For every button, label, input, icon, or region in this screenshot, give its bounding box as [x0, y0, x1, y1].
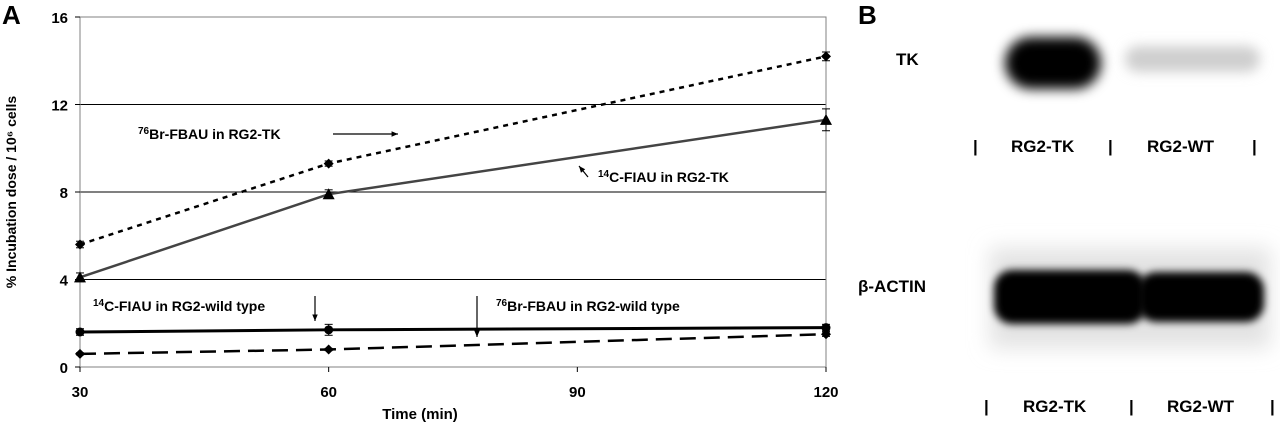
y-tick-label: 12	[51, 98, 68, 115]
y-tick-label: 16	[51, 10, 68, 27]
lane-separator: |	[1252, 137, 1257, 156]
data-point	[323, 344, 334, 355]
x-tick-label: 120	[813, 384, 838, 401]
data-point	[75, 327, 85, 337]
annotation-label: 76Br-FBAU in RG2-wild type	[496, 298, 680, 314]
annotation-arrowhead	[391, 131, 398, 137]
y-tick-label: 8	[60, 185, 68, 202]
tk-blot	[1005, 37, 1260, 89]
data-point	[74, 271, 86, 283]
actin-band-rg2-tk	[994, 270, 1146, 324]
tk-band-rg2-tk	[1005, 37, 1101, 89]
tk-lane-labels: | RG2-TK | RG2-WT |	[973, 137, 1257, 156]
lane-label-rg2-tk: RG2-TK	[1023, 397, 1087, 416]
data-point	[820, 113, 832, 125]
x-tick-label: 60	[320, 384, 337, 401]
series-3	[75, 323, 831, 337]
lane-label-rg2-wt: RG2-WT	[1147, 137, 1215, 156]
line-chart: 0 4 8 12 16 30 60 90 120 Time (min) % Incubatio…	[3, 10, 839, 423]
lane-label-rg2-wt: RG2-WT	[1167, 397, 1235, 416]
tk-band-rg2-wt	[1125, 46, 1260, 72]
series-annotations: 76Br-FBAU in RG2-TK 14C-FIAU in RG2-TK 14C…	[93, 126, 729, 337]
lane-separator: |	[973, 137, 978, 156]
data-point	[324, 325, 334, 335]
data-point	[821, 323, 831, 333]
data-point	[323, 158, 334, 169]
annotation-label: 14C-FIAU in RG2-wild type	[93, 298, 265, 314]
series-line	[79, 332, 827, 356]
panel-label-b: B	[858, 0, 877, 30]
annotation-label: 76Br-FBAU in RG2-TK	[138, 126, 281, 142]
chart-series	[74, 51, 832, 359]
annotation-label: 14C-FIAU in RG2-TK	[598, 169, 729, 185]
y-tick-label: 0	[60, 360, 68, 377]
y-axis-ticks: 0 4 8 12 16	[51, 10, 80, 377]
x-tick-label: 90	[569, 384, 586, 401]
y-axis-label: % Incubation dose / 10⁶ cells	[3, 96, 19, 289]
series-line	[79, 55, 827, 246]
lane-separator: |	[984, 397, 989, 416]
x-axis-ticks: 30 60 90 120	[72, 367, 839, 401]
actin-blot-label: β-ACTIN	[858, 277, 926, 296]
actin-lane-labels: | RG2-TK | RG2-WT |	[984, 397, 1275, 416]
series-2	[74, 108, 832, 283]
series-4	[75, 329, 831, 359]
series-1	[75, 51, 831, 250]
lane-label-rg2-tk: RG2-TK	[1011, 137, 1075, 156]
data-point	[75, 348, 85, 359]
series-line	[79, 326, 827, 334]
chart-gridlines	[80, 104, 826, 280]
series-line	[79, 118, 827, 279]
x-tick-label: 30	[72, 384, 89, 401]
actin-blot	[990, 248, 1270, 348]
lane-separator: |	[1129, 397, 1134, 416]
x-axis-label: Time (min)	[382, 406, 458, 423]
actin-band-rg2-wt	[1138, 272, 1264, 322]
annotation-arrowhead	[312, 314, 318, 321]
data-point	[821, 51, 831, 62]
data-point	[75, 239, 85, 250]
panel-label-a: A	[2, 0, 21, 30]
lane-separator: |	[1270, 397, 1275, 416]
data-point	[322, 188, 335, 200]
tk-blot-label: TK	[896, 50, 919, 69]
data-point	[821, 329, 831, 340]
lane-separator: |	[1108, 137, 1113, 156]
annotation-arrowhead	[579, 166, 586, 173]
y-tick-label: 4	[60, 273, 69, 290]
annotation-arrowhead	[474, 330, 480, 337]
